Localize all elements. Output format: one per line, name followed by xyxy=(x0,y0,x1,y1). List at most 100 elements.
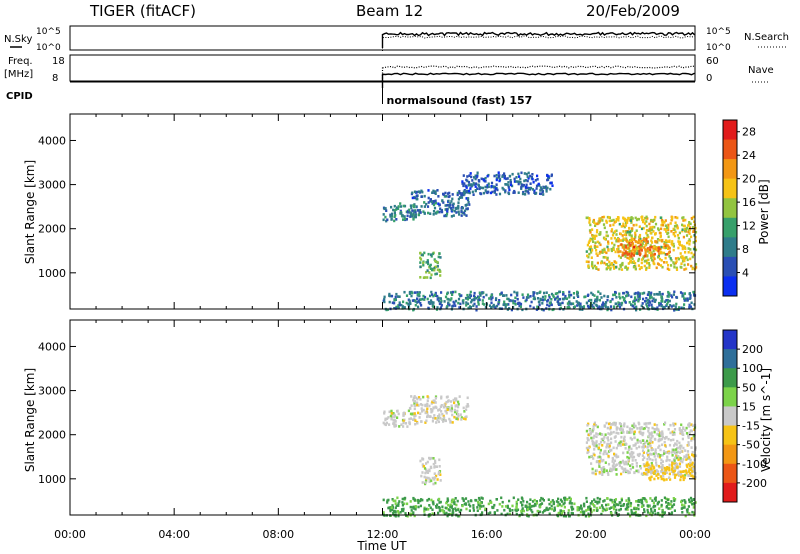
data-cell xyxy=(659,251,662,254)
nsky-trace xyxy=(381,31,695,48)
data-cell xyxy=(465,178,468,182)
data-cell xyxy=(664,451,667,454)
data-cell xyxy=(623,435,626,439)
data-cell xyxy=(656,306,659,309)
data-cell xyxy=(505,294,508,297)
data-cell xyxy=(550,181,553,185)
data-cell xyxy=(390,417,393,421)
data-cell xyxy=(646,511,650,514)
colorbar-frame xyxy=(722,119,738,297)
data-cell xyxy=(474,498,477,502)
data-cell xyxy=(679,252,682,255)
data-cell xyxy=(414,209,417,212)
data-cell xyxy=(531,510,534,514)
data-cell xyxy=(585,500,588,503)
data-cell xyxy=(666,298,669,302)
data-cell xyxy=(585,496,588,500)
data-cell xyxy=(658,291,661,294)
data-cell xyxy=(396,206,399,209)
data-cell xyxy=(534,502,537,506)
colorbar-segment xyxy=(723,444,737,465)
data-cell xyxy=(614,440,617,443)
data-cell xyxy=(620,243,623,246)
data-cell xyxy=(420,253,423,256)
data-cell xyxy=(667,295,670,298)
data-cell xyxy=(651,458,654,462)
data-cell xyxy=(659,234,662,238)
data-cell xyxy=(630,295,633,299)
data-cell xyxy=(647,469,650,472)
data-cell xyxy=(449,408,452,412)
data-cell xyxy=(559,302,562,305)
data-cell xyxy=(417,411,420,415)
data-cell xyxy=(428,477,431,481)
data-cell xyxy=(653,252,656,256)
colorbar-segment xyxy=(723,237,737,258)
data-cell xyxy=(646,504,649,508)
data-cell xyxy=(693,511,696,515)
data-cell xyxy=(416,293,419,296)
data-cell xyxy=(593,301,596,305)
data-cell xyxy=(660,470,663,473)
data-cell xyxy=(396,510,400,513)
data-cell xyxy=(591,228,594,231)
data-cell xyxy=(631,424,634,428)
data-cell xyxy=(455,503,458,507)
data-cell xyxy=(555,500,558,503)
data-cell xyxy=(530,509,533,512)
date-title: 20/Feb/2009 xyxy=(586,2,680,20)
data-cell xyxy=(390,205,393,209)
data-cell xyxy=(605,444,609,447)
data-cell xyxy=(631,456,634,459)
data-cell xyxy=(621,443,624,446)
data-cell xyxy=(506,512,509,516)
data-cell xyxy=(662,474,665,478)
data-cell xyxy=(419,504,422,508)
data-cell xyxy=(423,201,426,204)
data-cell xyxy=(659,475,662,478)
data-cell xyxy=(655,292,658,296)
freq-label-top: Freq. xyxy=(8,56,33,67)
data-cell xyxy=(442,201,445,204)
data-cell xyxy=(421,463,424,466)
data-cell xyxy=(519,305,522,308)
data-cell xyxy=(652,247,655,250)
data-cell xyxy=(391,415,394,419)
data-cell xyxy=(507,192,511,196)
data-cell xyxy=(432,203,436,207)
data-cell xyxy=(430,253,433,256)
data-cell xyxy=(427,252,430,256)
data-cell xyxy=(615,239,618,243)
data-cell xyxy=(464,417,467,421)
data-cell xyxy=(595,509,599,512)
data-cell xyxy=(638,445,641,449)
data-cell xyxy=(663,466,666,470)
data-cell xyxy=(655,464,658,467)
data-cell xyxy=(436,268,439,272)
data-cell xyxy=(595,304,599,308)
data-cell xyxy=(533,498,536,502)
data-cell xyxy=(680,444,683,448)
data-cell xyxy=(642,451,645,454)
data-cell xyxy=(409,204,412,207)
data-cell xyxy=(637,470,640,474)
data-cell xyxy=(631,459,634,462)
data-cell xyxy=(671,430,674,434)
data-cell xyxy=(671,217,674,221)
data-cell xyxy=(677,306,681,309)
data-cell xyxy=(642,255,645,258)
data-cell xyxy=(470,299,473,302)
data-cell xyxy=(429,198,432,201)
data-cell xyxy=(636,453,639,456)
data-cell xyxy=(430,498,433,502)
data-cell xyxy=(412,398,415,402)
data-cell xyxy=(584,295,587,298)
data-cell xyxy=(429,199,432,203)
data-cell xyxy=(621,254,624,257)
y-tick-label: 2000 xyxy=(38,429,66,442)
data-cell xyxy=(680,423,683,427)
data-cell xyxy=(425,476,428,480)
data-cell xyxy=(645,229,649,232)
data-cell xyxy=(688,229,691,232)
